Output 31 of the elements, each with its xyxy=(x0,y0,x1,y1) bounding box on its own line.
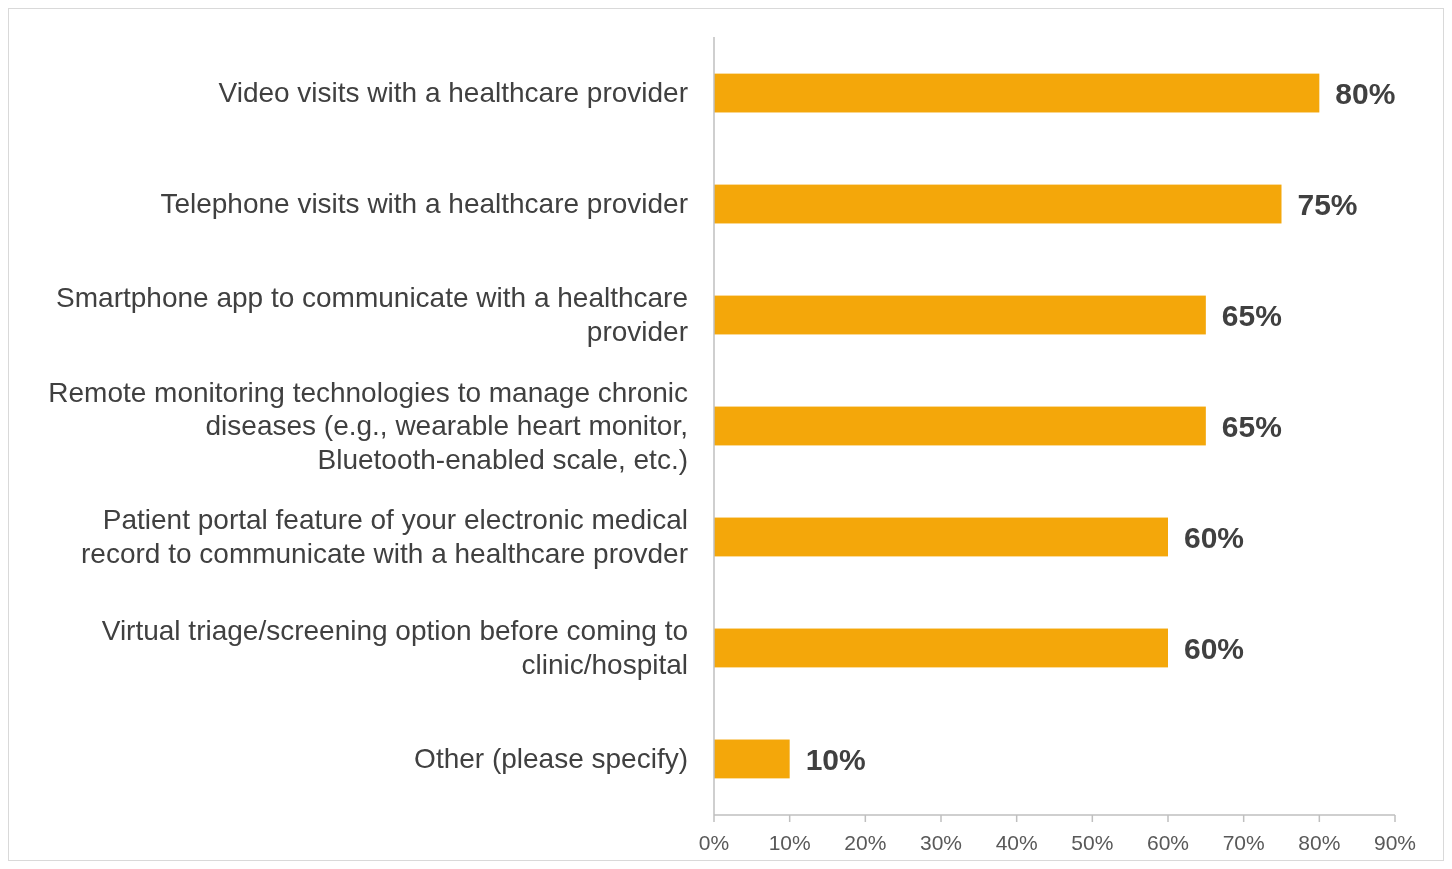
data-label: 60% xyxy=(1184,520,1245,554)
bar xyxy=(714,517,1168,557)
y-tick-label: Patient portal feature of your electronic medical record to communicate with a healthcare provder xyxy=(81,504,688,569)
x-tick-label: 20% xyxy=(844,831,887,854)
x-tick-label: 0% xyxy=(698,831,730,854)
bar xyxy=(714,739,790,779)
x-tick-label: 80% xyxy=(1298,831,1341,854)
y-tick-label: Remote monitoring technologies to manage chronic diseases (e.g., wearable heart monitor, Bluetooth-enabled scale, etc.) xyxy=(48,376,688,475)
bar xyxy=(714,406,1206,446)
x-tick-label: 90% xyxy=(1373,831,1417,854)
y-tick-label: Virtual triage/screening option before coming to clinic/hospital xyxy=(101,615,688,680)
data-label: 10% xyxy=(805,742,866,776)
x-tick-label: 70% xyxy=(1222,831,1265,854)
x-tick-label: 50% xyxy=(1071,831,1114,854)
data-label: 65% xyxy=(1221,299,1282,333)
bar xyxy=(714,295,1206,335)
y-tick-label: Telephone visits with a healthcare provider xyxy=(160,188,688,220)
data-label: 65% xyxy=(1221,410,1282,443)
data-label: 80% xyxy=(1335,77,1396,111)
x-tick-label: 10% xyxy=(768,831,811,854)
x-tick-label: 60% xyxy=(1146,831,1190,854)
x-tick-label: 40% xyxy=(995,831,1038,854)
y-tick-label: Other (please specify) xyxy=(414,742,688,774)
data-label: 75% xyxy=(1297,188,1358,222)
data-label: 60% xyxy=(1184,631,1245,665)
bar xyxy=(714,628,1168,668)
bar xyxy=(714,73,1320,113)
x-tick-label: 30% xyxy=(919,831,963,854)
y-tick-label: Smartphone app to communicate with a healthcare provider xyxy=(56,282,688,347)
bar xyxy=(714,184,1282,224)
y-tick-label: Video visits with a healthcare provider xyxy=(218,77,688,109)
